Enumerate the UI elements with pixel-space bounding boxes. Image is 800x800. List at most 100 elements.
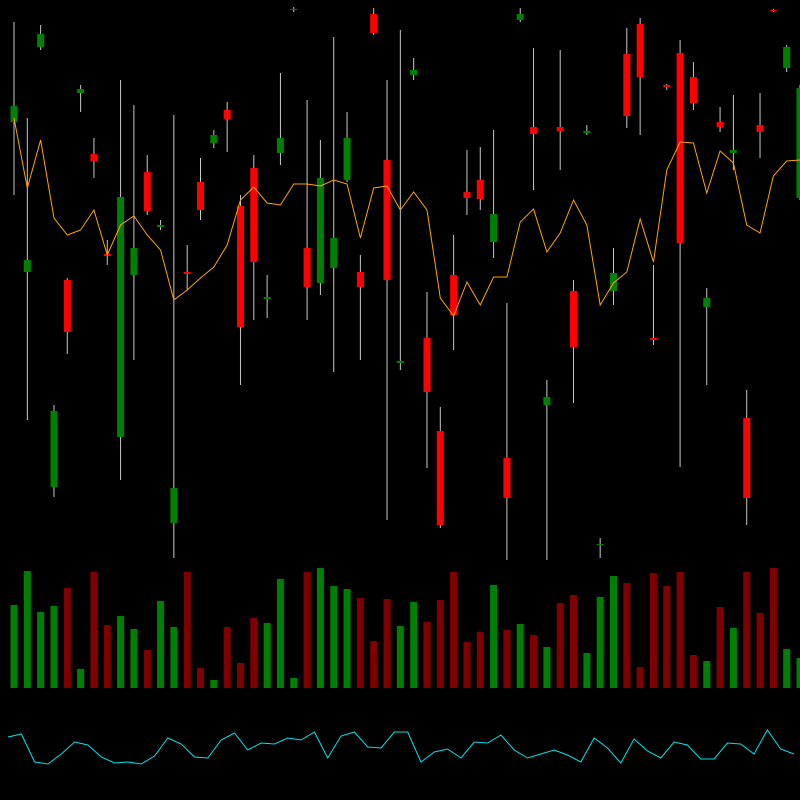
volume-bar [743, 572, 751, 688]
volume-bar [236, 663, 244, 688]
candle-body [157, 225, 165, 227]
volume-bar [383, 599, 391, 688]
candle-body [623, 54, 631, 116]
candle-body [383, 160, 391, 280]
candle-body [250, 168, 258, 262]
volume-bar [663, 586, 671, 688]
candle-body [636, 24, 644, 77]
candle-body [130, 248, 138, 275]
volume-bar [703, 661, 711, 688]
volume-bar [396, 626, 404, 688]
volume-bar [303, 572, 311, 688]
volume-bar [410, 602, 418, 688]
candle-body [450, 275, 458, 315]
candle-body [649, 338, 657, 340]
candle-body [263, 297, 271, 299]
candle-body [343, 138, 351, 180]
volume-bar [543, 647, 551, 688]
volume-bar [436, 600, 444, 688]
candle-body [570, 291, 578, 347]
volume-bar [596, 597, 604, 688]
volume-bar [716, 607, 724, 688]
volume-bar [50, 606, 58, 688]
candle-body [330, 238, 338, 268]
candle-body [676, 53, 684, 243]
candle-body [183, 272, 191, 274]
candle-body [476, 180, 484, 199]
volume-bar [370, 641, 378, 688]
candle-body [50, 411, 58, 487]
candle-body [290, 9, 298, 10]
candle-body [543, 397, 551, 405]
volume-bar [143, 650, 151, 688]
volume-bar [463, 642, 471, 688]
candle-body [396, 361, 404, 363]
volume-bar [450, 572, 458, 688]
candle-body [223, 110, 231, 119]
volume-bar [783, 649, 791, 688]
volume-bar [63, 588, 71, 688]
volume-bar [10, 605, 18, 688]
volume-bar [23, 571, 31, 688]
candle-body [663, 85, 671, 87]
volume-bar [330, 586, 338, 688]
volume-bar [183, 572, 191, 688]
indicator-line [7, 729, 795, 765]
candle-body [769, 10, 777, 11]
volume-bar [676, 572, 684, 688]
candle-body [796, 88, 800, 198]
candle-body [596, 544, 604, 545]
volume-bar [103, 625, 111, 688]
volume-bar [476, 632, 484, 688]
volume-bar [570, 595, 578, 688]
candle-body [756, 125, 764, 132]
volume-bar [609, 576, 617, 688]
candle-body [490, 214, 498, 242]
volume-bar [356, 598, 364, 688]
candle-body [556, 127, 564, 131]
volume-bar [583, 653, 591, 688]
volume-bar [197, 668, 205, 688]
volume-bar [636, 667, 644, 688]
candle-body [609, 273, 617, 291]
volume-bar [689, 655, 697, 688]
candle-body [743, 418, 751, 498]
candle-body [276, 138, 284, 153]
volume-bar [77, 669, 85, 688]
candle-body [716, 122, 724, 127]
volume-bar [729, 628, 737, 688]
volume-bar [769, 568, 777, 688]
candle-body [370, 14, 378, 33]
volume-bar [623, 583, 631, 688]
volume-bar [290, 678, 298, 688]
volume-bar [90, 572, 98, 688]
volume-bar [316, 568, 324, 688]
volume-bar [210, 680, 218, 688]
volume-bar [796, 658, 800, 688]
volume-bar [530, 635, 538, 688]
candle-body [37, 34, 45, 47]
candle-body [210, 135, 218, 143]
volume-bar [516, 624, 524, 688]
candle-body [436, 431, 444, 525]
candle-body [516, 14, 524, 20]
candle-body [689, 77, 697, 103]
candle-body [10, 106, 18, 122]
candle-body [356, 272, 364, 287]
candle-body [303, 248, 311, 287]
volume-bar [117, 616, 125, 688]
candle-body [316, 178, 324, 283]
candle-body [410, 70, 418, 75]
volume-bar [343, 589, 351, 688]
candle-body [197, 182, 205, 210]
candle-body [463, 192, 471, 198]
volume-bar [649, 573, 657, 688]
candle-body [170, 488, 178, 523]
volume-bar [37, 612, 45, 688]
candle-body [703, 298, 711, 307]
volume-bar [503, 630, 511, 688]
volume-bar [250, 618, 258, 688]
volume-bar [556, 603, 564, 688]
candle-body [63, 280, 71, 332]
